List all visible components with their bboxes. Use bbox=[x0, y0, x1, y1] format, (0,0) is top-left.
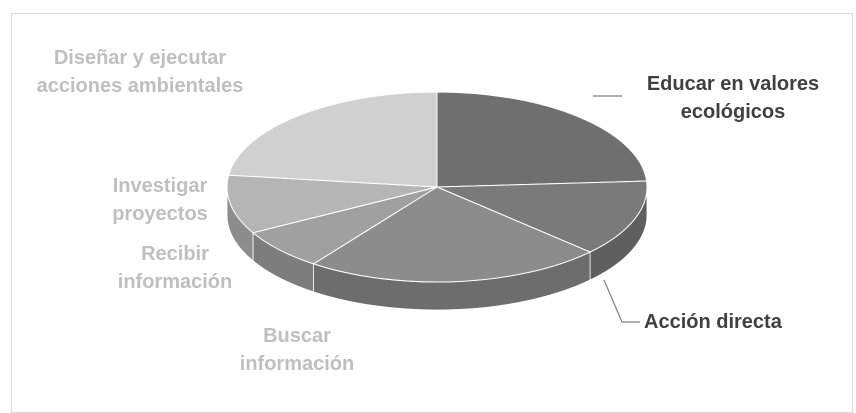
label-accion: Acción directa bbox=[644, 311, 782, 333]
label-educar: Educar en valores ecológicos bbox=[646, 73, 820, 123]
label-investigar: Investigar proyectos bbox=[112, 175, 208, 225]
label-buscar: Buscar información bbox=[239, 325, 355, 375]
pie-slice-accion-directa bbox=[436, 180, 648, 253]
leader-line-accion bbox=[603, 279, 640, 323]
label-disenar: Diseñar y ejecutar acciones ambientales bbox=[36, 47, 244, 97]
pie-slice-disenar-y-ejecutar-acciones-ambientales bbox=[228, 91, 438, 188]
label-recibir: Recibir información bbox=[117, 243, 233, 293]
pie-slice-investigar-proyectos bbox=[226, 174, 438, 234]
pie-slice-buscar-informacion bbox=[312, 186, 592, 283]
pie-slice-educar-en-valores-ecologicos bbox=[436, 91, 648, 188]
pie-chart bbox=[226, 91, 648, 323]
